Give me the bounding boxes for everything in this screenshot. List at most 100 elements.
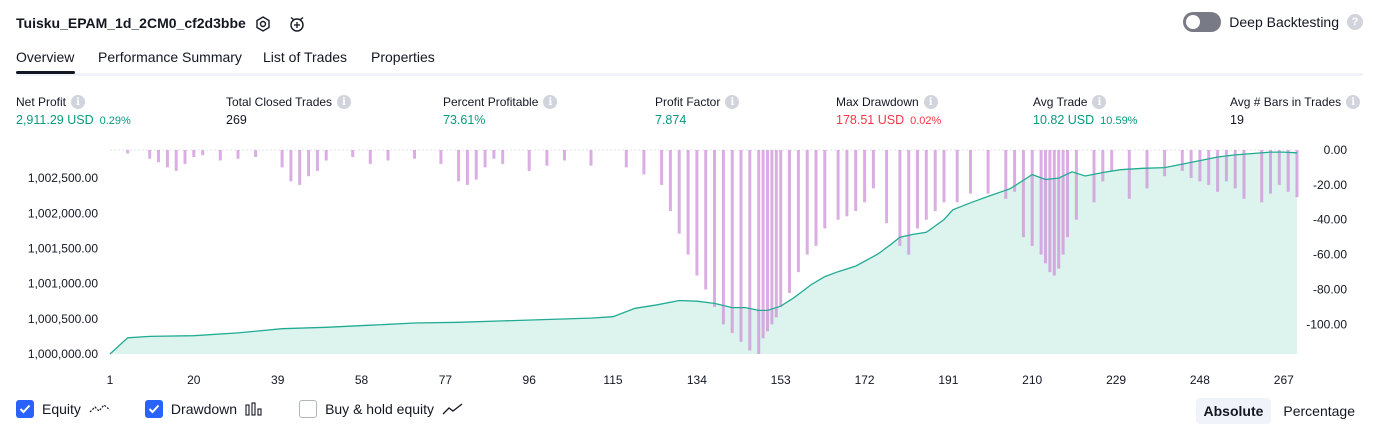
absolute-button[interactable]: Absolute <box>1195 398 1272 424</box>
drawdown-bar <box>814 150 818 246</box>
drawdown-bar <box>1198 150 1202 182</box>
drawdown-bar <box>563 150 566 161</box>
drawdown-bar <box>483 150 487 168</box>
drawdown-bar <box>183 150 187 164</box>
x-tick-label: 58 <box>355 373 369 387</box>
x-tick-label: 134 <box>687 373 707 387</box>
legend-buy-hold[interactable]: Buy & hold equity <box>299 400 464 418</box>
drawdown-bar <box>774 150 778 318</box>
max-drawdown-pct: 0.02% <box>910 115 942 127</box>
drawdown-bar <box>969 150 972 194</box>
y-left-tick-label: 1,002,000.00 <box>28 206 98 220</box>
drawdown-bar <box>898 150 902 246</box>
drawdown-bar <box>1061 150 1065 255</box>
tab-list-of-trades[interactable]: List of Trades <box>263 49 348 65</box>
drawdown-label: Drawdown <box>170 401 238 417</box>
add-alert-icon[interactable] <box>286 13 308 35</box>
info-icon[interactable]: i <box>923 95 938 109</box>
stat-avg-trade: Avg Trade i 10.82 USD 10.59% <box>1033 94 1137 127</box>
drawdown-bar <box>933 150 937 211</box>
y-left-tick-label: 1,000,000.00 <box>28 347 98 361</box>
drawdown-checkbox[interactable] <box>144 400 163 418</box>
y-right-tick-label: -40.00 <box>1313 213 1347 227</box>
drawdown-bar <box>1044 150 1047 264</box>
drawdown-bar <box>1004 150 1008 199</box>
drawdown-bar <box>677 150 681 234</box>
drawdown-bar <box>1066 150 1069 238</box>
drawdown-bar <box>492 150 496 159</box>
tab-overview[interactable]: Overview <box>16 49 75 65</box>
tab-performance-summary[interactable]: Performance Summary <box>98 49 242 65</box>
legend-equity[interactable]: Equity <box>16 400 111 418</box>
max-drawdown-value: 178.51 USD <box>836 113 905 127</box>
avg-bars-value: 19 <box>1230 113 1244 127</box>
drawdown-bar <box>1057 150 1061 269</box>
legend-drawdown[interactable]: Drawdown <box>144 400 265 418</box>
drawdown-bar <box>713 150 716 307</box>
drawdown-bar <box>1269 150 1272 194</box>
buy-hold-checkbox[interactable] <box>299 400 318 418</box>
info-icon[interactable]: i <box>1346 95 1361 109</box>
y-left-tick-label: 1,002,500.00 <box>28 171 98 185</box>
drawdown-bar <box>280 150 284 168</box>
stat-label: Net Profit <box>16 95 67 109</box>
x-tick-label: 39 <box>271 373 285 387</box>
drawdown-bar <box>1052 150 1056 276</box>
stat-label: Profit Factor <box>655 95 721 109</box>
drawdown-bar <box>779 150 783 307</box>
drawdown-bar <box>1030 150 1034 246</box>
drawdown-bar <box>1242 150 1246 199</box>
drawdown-bar <box>413 150 416 159</box>
x-tick-label: 210 <box>1022 373 1042 387</box>
equity-line-icon <box>89 404 111 413</box>
drawdown-bar <box>1189 150 1193 178</box>
question-icon[interactable]: ? <box>1347 14 1363 30</box>
info-icon[interactable]: i <box>1092 95 1107 109</box>
drawdown-bar <box>986 150 990 194</box>
equity-drawdown-chart[interactable]: 1,000,000.00 1,000,500.00 1,001,000.00 1,00… <box>0 140 1379 392</box>
drawdown-bar <box>1207 150 1211 185</box>
stat-label: Avg Trade <box>1033 95 1088 109</box>
stat-percent-profitable: Percent Profitable i 73.61% <box>443 94 558 127</box>
drawdown-bar <box>1295 150 1299 198</box>
drawdown-bar <box>126 150 130 154</box>
drawdown-bar <box>236 150 240 159</box>
settings-icon[interactable] <box>252 13 274 35</box>
drawdown-bar <box>766 150 769 332</box>
drawdown-bar <box>157 150 160 163</box>
drawdown-bar <box>916 150 919 229</box>
strategy-title: Tuisku_EPAM_1d_2CM0_cf2d3bbe <box>16 15 246 31</box>
percent-profitable-value: 73.61% <box>443 113 486 127</box>
drawdown-bar <box>1039 150 1043 255</box>
equity-checkbox[interactable] <box>16 400 34 418</box>
info-icon[interactable]: i <box>543 95 558 109</box>
info-icon[interactable]: i <box>725 95 740 109</box>
drawdown-bar <box>1260 150 1264 203</box>
tab-properties[interactable]: Properties <box>371 49 435 65</box>
x-tick-label: 96 <box>523 373 537 387</box>
x-tick-label: 153 <box>771 373 791 387</box>
drawdown-bar <box>1216 150 1220 192</box>
percentage-button[interactable]: Percentage <box>1283 403 1355 419</box>
active-tab-indicator <box>16 71 75 74</box>
net-profit-pct: 0.29% <box>99 115 131 127</box>
drawdown-bar <box>730 150 734 334</box>
report-header: Tuisku_EPAM_1d_2CM0_cf2d3bbe Deep Backte… <box>16 12 1363 36</box>
avg-trade-pct: 10.59% <box>1100 115 1138 127</box>
info-icon[interactable]: i <box>71 95 86 109</box>
drawdown-bar <box>624 150 628 168</box>
drawdown-bar <box>924 150 928 220</box>
toggle-knob <box>1186 15 1201 29</box>
x-tick-label: 267 <box>1274 373 1294 387</box>
x-tick-label: 172 <box>855 373 875 387</box>
drawdown-bar <box>165 150 169 168</box>
y-right-tick-label: -20.00 <box>1313 178 1347 192</box>
equity-line <box>109 151 1298 355</box>
drawdown-bar <box>721 150 725 325</box>
deep-backtesting-toggle[interactable] <box>1183 12 1222 32</box>
buy-hold-line-icon <box>442 403 463 415</box>
y-left-tick-label: 1,001,000.00 <box>28 277 98 291</box>
drawdown-bar <box>1074 150 1078 220</box>
stat-avg-bars: Avg # Bars in Trades i 19 <box>1230 94 1361 127</box>
info-icon[interactable]: i <box>337 95 352 109</box>
